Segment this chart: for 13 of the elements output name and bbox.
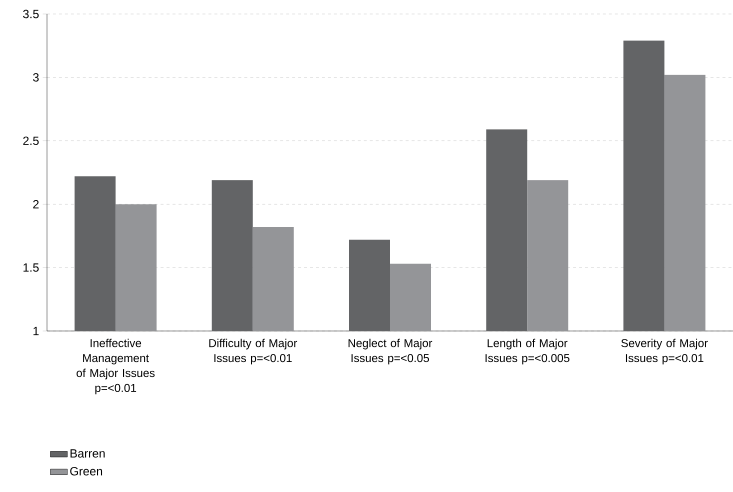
x-tick-label: Severity of Major Issues p=<0.01 [621,338,708,364]
x-tick-label: Ineffective Management of Major Issues p=<0.01 [76,338,155,394]
y-tick-label: 1.5 [24,263,39,272]
x-tick-label: Length of Major Issues p=<0.005 [486,338,570,364]
legend-label: Green [70,467,102,476]
x-tick-label: Difficulty of Major Issues p=<0.01 [209,338,298,364]
y-tick-label: 2.5 [23,136,39,146]
y-tick-label: 3.5 [23,10,39,18]
x-tick-label: Neglect of Major Issues p=<0.05 [348,338,432,364]
y-tick-label: 2 [33,200,39,208]
legend-label: Barren [70,449,105,458]
y-tick-label: 1 [33,326,39,336]
y-tick-label: 3 [33,73,39,82]
